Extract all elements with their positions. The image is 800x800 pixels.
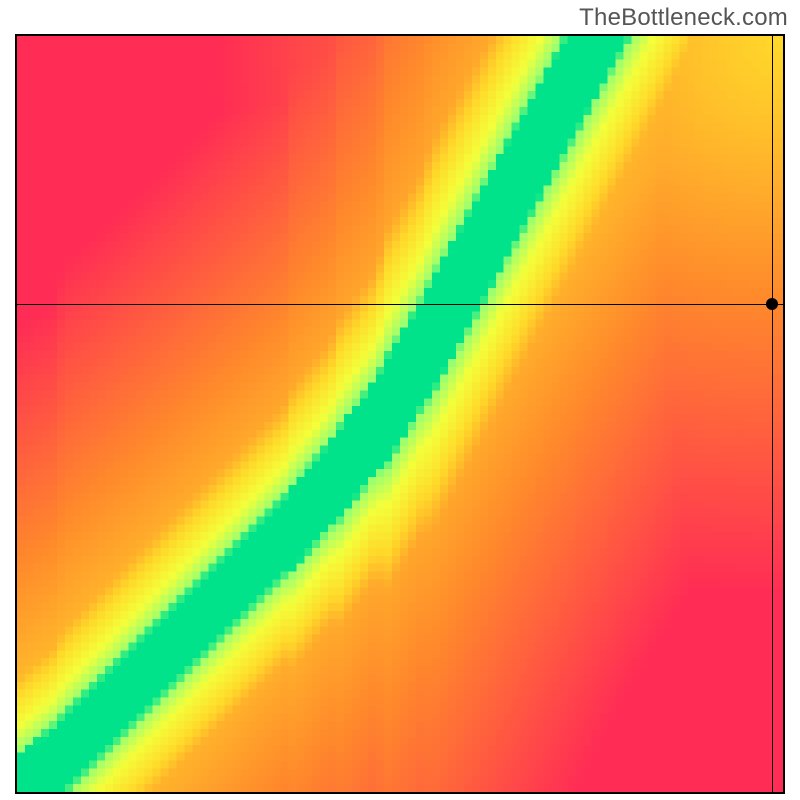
- bottleneck-heatmap: [17, 36, 783, 792]
- plot-area: [15, 34, 785, 794]
- crosshair-horizontal: [17, 304, 783, 305]
- crosshair-vertical: [772, 36, 773, 792]
- watermark-text: TheBottleneck.com: [579, 4, 788, 32]
- crosshair-marker-dot: [766, 298, 778, 310]
